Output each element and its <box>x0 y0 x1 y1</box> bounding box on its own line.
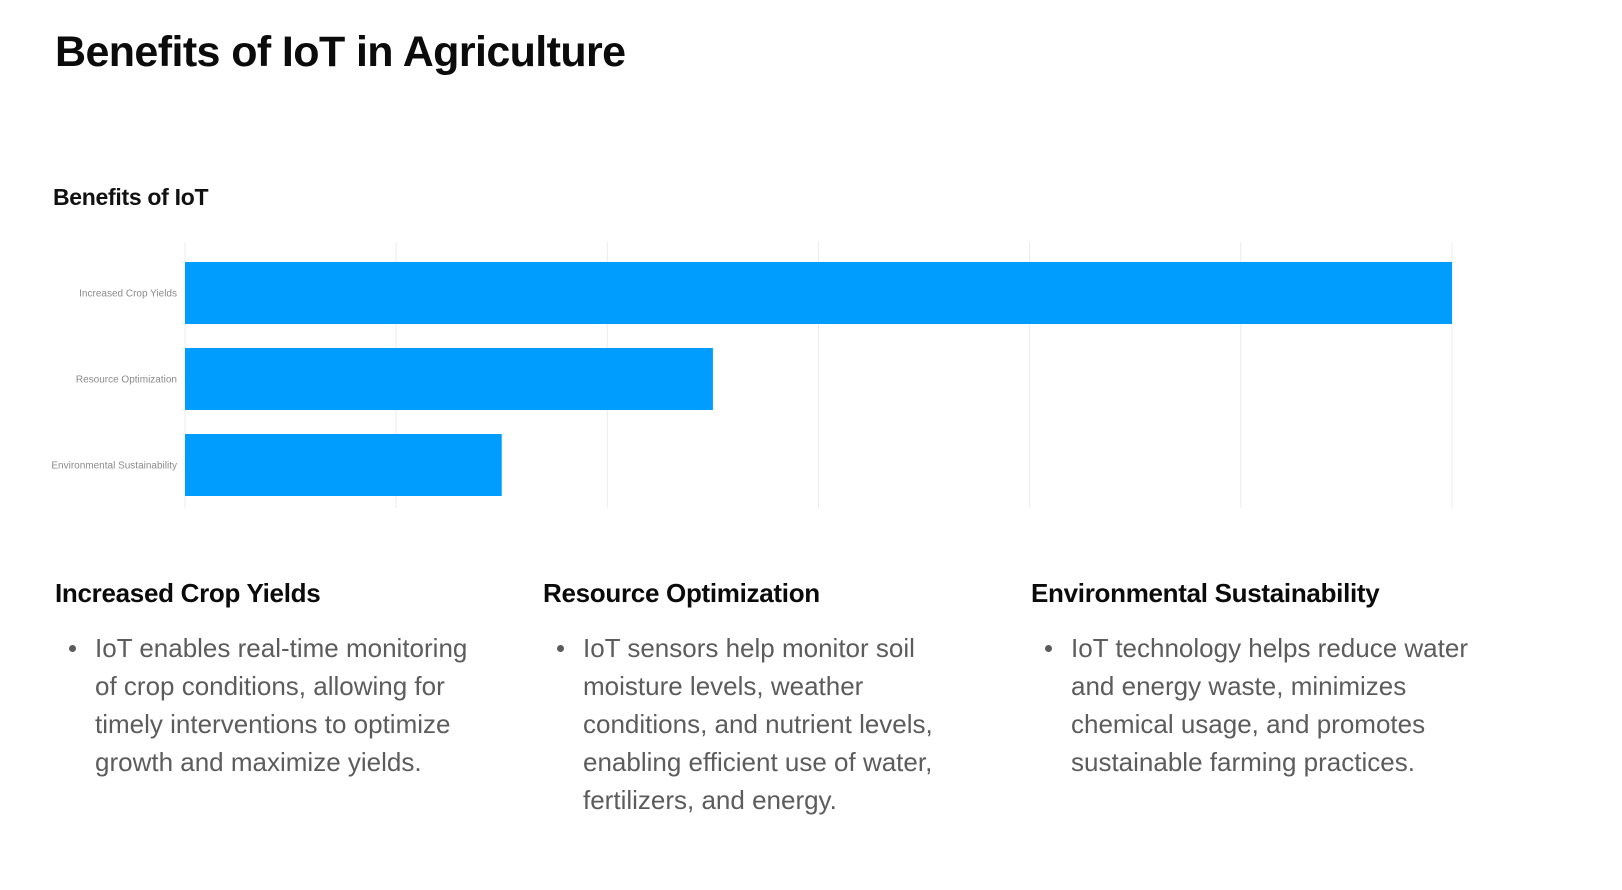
category-label: Environmental Sustainability <box>51 461 177 472</box>
bar-chart-svg: Increased Crop Yields Resource Optimizati… <box>51 242 1458 534</box>
bar <box>185 434 502 496</box>
benefit-list-item: IoT enables real-time monitoring of crop… <box>69 629 495 781</box>
benefit-column-crop-yields: Increased Crop Yields IoT enables real-t… <box>55 578 495 781</box>
benefit-text: IoT technology helps reduce water and en… <box>1071 633 1468 777</box>
page-title: Benefits of IoT in Agriculture <box>55 28 626 76</box>
benefit-heading: Increased Crop Yields <box>55 578 321 608</box>
benefit-text: IoT enables real-time monitoring of crop… <box>95 633 468 777</box>
bullet-icon <box>1045 645 1052 652</box>
benefit-heading: Resource Optimization <box>543 578 820 608</box>
bar <box>185 348 713 410</box>
benefit-list-item: IoT technology helps reduce water and en… <box>1045 629 1471 781</box>
chart-title: Benefits of IoT <box>53 184 209 210</box>
benefit-list: IoT enables real-time monitoring of crop… <box>55 629 495 781</box>
benefit-column-resource-optimization: Resource Optimization IoT sensors help m… <box>543 578 983 819</box>
bullet-icon <box>69 645 76 652</box>
benefit-columns: Increased Crop Yields IoT enables real-t… <box>0 578 1622 878</box>
benefit-text: IoT sensors help monitor soil moisture l… <box>583 633 933 815</box>
benefit-list: IoT sensors help monitor soil moisture l… <box>543 629 983 819</box>
category-label: Resource Optimization <box>76 375 177 386</box>
benefit-heading: Environmental Sustainability <box>1031 578 1380 608</box>
category-label: Increased Crop Yields <box>79 289 177 300</box>
benefit-column-environmental-sustainability: Environmental Sustainability IoT technol… <box>1031 578 1471 781</box>
bullet-icon <box>557 645 564 652</box>
benefit-list: IoT technology helps reduce water and en… <box>1031 629 1471 781</box>
benefit-list-item: IoT sensors help monitor soil moisture l… <box>557 629 983 819</box>
bar-chart: Increased Crop Yields Resource Optimizati… <box>0 240 1622 534</box>
bar <box>185 262 1452 324</box>
